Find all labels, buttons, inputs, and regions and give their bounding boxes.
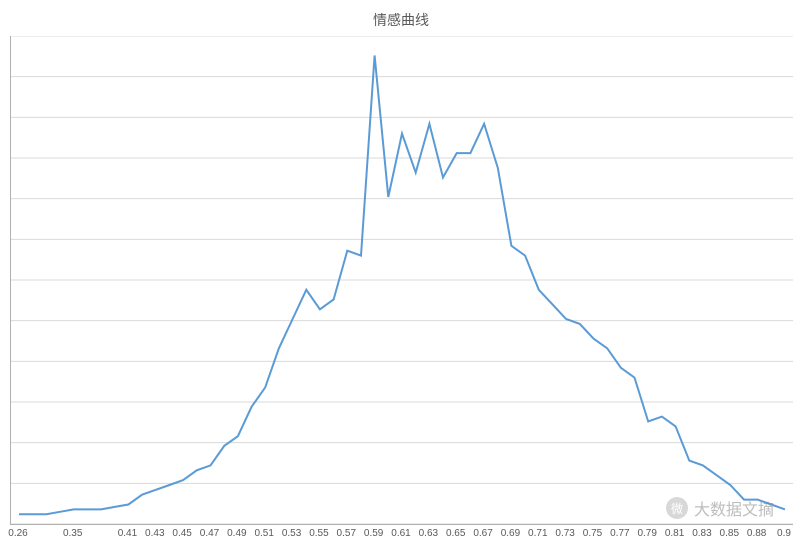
x-tick-label: 0.53 bbox=[282, 528, 301, 539]
x-tick-label: 0.77 bbox=[610, 528, 629, 539]
data-line bbox=[19, 56, 785, 515]
x-tick-label: 0.47 bbox=[200, 528, 219, 539]
x-tick-label: 0.55 bbox=[309, 528, 328, 539]
x-tick-label: 0.73 bbox=[555, 528, 574, 539]
x-tick-label: 0.57 bbox=[337, 528, 356, 539]
x-tick-label: 0.26 bbox=[8, 528, 27, 539]
x-tick-label: 0.67 bbox=[473, 528, 492, 539]
grid-lines bbox=[11, 36, 793, 524]
x-tick-label: 0.71 bbox=[528, 528, 547, 539]
x-tick-label: 0.35 bbox=[63, 528, 82, 539]
x-tick-label: 0.83 bbox=[692, 528, 711, 539]
x-tick-label: 0.41 bbox=[118, 528, 137, 539]
x-tick-label: 0.88 bbox=[747, 528, 766, 539]
chart-title: 情感曲线 bbox=[0, 10, 802, 30]
x-tick-label: 0.65 bbox=[446, 528, 465, 539]
x-axis-labels: 0.26 0.35 0.41 0.43 0.45 0.47 0.49 0.51 0.53 0.55… bbox=[10, 528, 792, 546]
x-tick-label: 0.43 bbox=[145, 528, 164, 539]
chart-svg bbox=[11, 36, 793, 524]
x-tick-label: 0.79 bbox=[637, 528, 656, 539]
x-tick-label: 0.61 bbox=[391, 528, 410, 539]
plot-area bbox=[10, 36, 793, 525]
x-tick-label: 0.85 bbox=[720, 528, 739, 539]
x-tick-label: 0.45 bbox=[172, 528, 191, 539]
x-tick-label: 0.69 bbox=[501, 528, 520, 539]
x-tick-label: 0.51 bbox=[254, 528, 273, 539]
x-tick-label: 0.9 bbox=[777, 528, 791, 539]
x-tick-label: 0.63 bbox=[419, 528, 438, 539]
x-tick-label: 0.81 bbox=[665, 528, 684, 539]
x-tick-label: 0.75 bbox=[583, 528, 602, 539]
x-tick-label: 0.49 bbox=[227, 528, 246, 539]
x-tick-label: 0.59 bbox=[364, 528, 383, 539]
